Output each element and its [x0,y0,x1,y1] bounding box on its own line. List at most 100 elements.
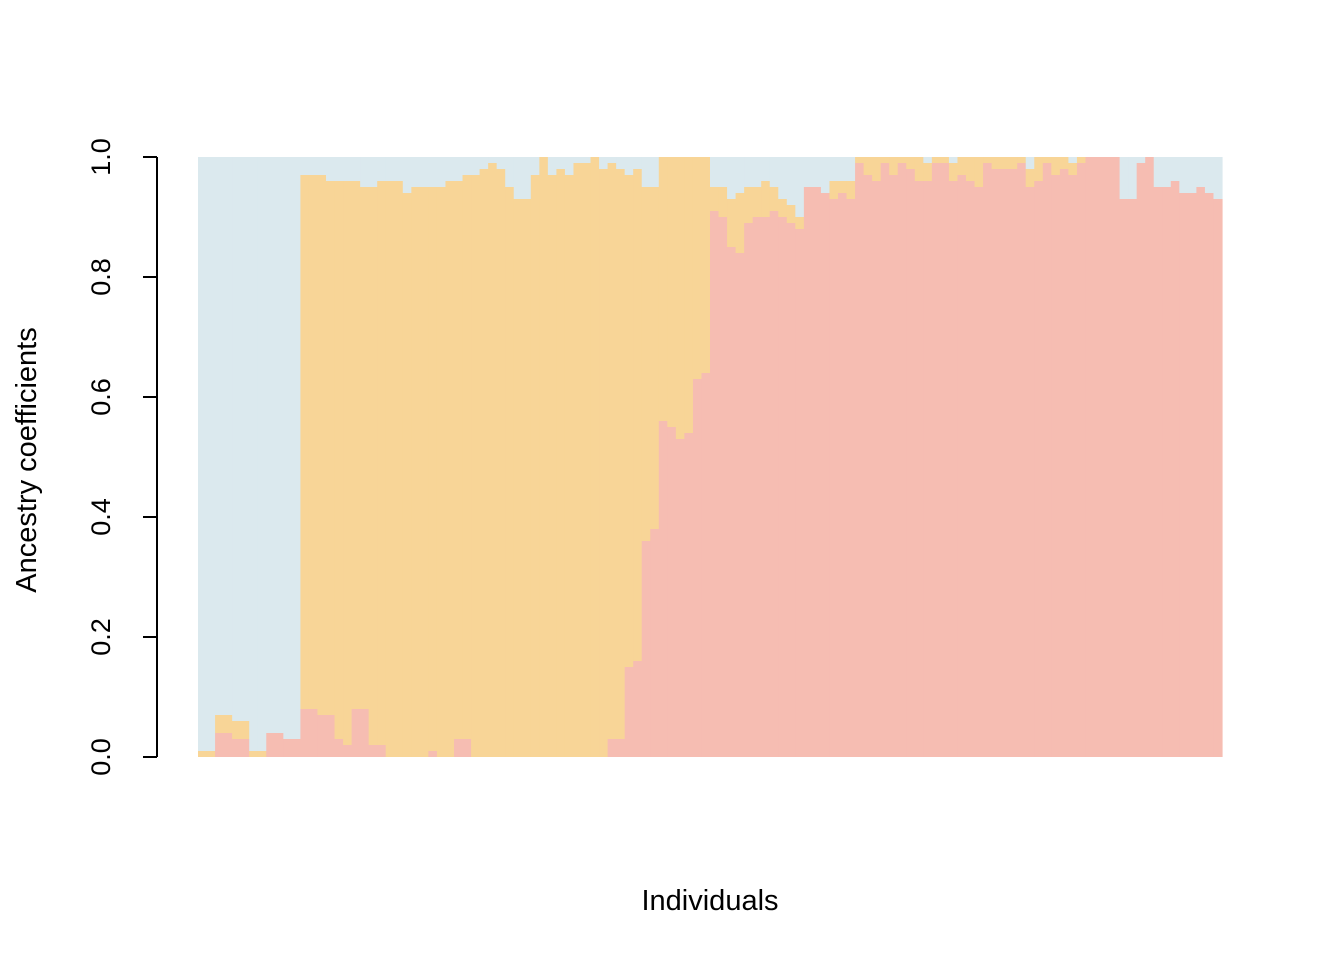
bar-segment-cluster-3 [624,157,634,175]
bar-segment-cluster-2 [974,157,984,187]
bar-segment-cluster-1 [1085,157,1095,757]
bar-segment-cluster-1 [786,223,796,757]
bar-segment-cluster-1 [650,529,660,757]
bar-segment-cluster-1 [735,253,745,757]
bar-segment-cluster-2 [846,181,856,199]
bar-segment-cluster-1 [334,739,344,757]
bar-segment-cluster-3 [308,157,319,175]
bar-segment-cluster-3 [616,157,626,169]
bar-segment-cluster-2 [522,199,532,757]
bar-segment-cluster-3 [761,157,771,181]
bar-segment-cluster-1 [633,661,643,757]
bar-segment-cluster-2 [940,157,950,163]
bar-segment-cluster-2 [402,193,412,757]
bar-segment-cluster-1 [616,739,626,757]
bar-segment-cluster-2 [829,181,839,199]
bar-segment-cluster-2 [735,193,745,253]
bar-segment-cluster-2 [889,157,899,175]
bar-segment-cluster-3 [556,157,566,169]
bar-segment-cluster-2 [744,187,754,223]
bar-segment-cluster-1 [923,181,933,757]
bar-segment-cluster-2 [394,181,404,757]
bar-segment-cluster-2 [684,157,694,433]
bar-segment-cluster-1 [872,181,882,757]
bar-segment-cluster-2 [727,199,737,247]
bar-segment-cluster-1 [1128,199,1138,757]
bar-segment-cluster-1 [769,211,779,757]
bar-segment-cluster-3 [505,157,515,187]
bar-segment-cluster-3 [300,157,310,175]
bar-segment-cluster-2 [308,175,319,709]
bar-segment-cluster-2 [223,715,233,733]
bar-segment-cluster-1 [889,175,899,757]
bar-segment-cluster-3 [394,157,404,181]
y-tick-label: 0.8 [86,258,116,296]
bar-segment-cluster-3 [266,157,276,733]
bar-segment-cluster-2 [701,157,711,373]
bar-segment-cluster-3 [573,157,583,163]
bar-segment-cluster-2 [692,157,703,379]
bar-segment-cluster-1 [1179,193,1189,757]
bar-segment-cluster-2 [966,157,976,181]
y-tick-label: 1.0 [86,138,116,176]
bar-segment-cluster-1 [1034,181,1044,757]
bar-segment-cluster-3 [710,157,720,187]
bar-segment-cluster-1 [761,217,771,757]
bar-segment-cluster-3 [1153,157,1163,187]
bar-segment-cluster-1 [1059,169,1069,757]
bar-segment-cluster-2 [710,187,720,211]
bar-segment-cluster-1 [240,739,250,757]
bar-segment-cluster-3 [1213,157,1223,199]
bar-segment-cluster-2 [769,187,779,211]
bar-segment-cluster-2 [650,187,660,529]
bar-segment-cluster-2 [326,181,336,715]
bar-segment-cluster-1 [215,733,225,757]
bar-segment-cluster-3 [377,157,387,181]
bar-segment-cluster-2 [573,163,583,757]
bar-segment-cluster-2 [872,157,882,181]
bar-segment-cluster-3 [650,157,660,187]
bar-segment-cluster-2 [641,187,651,541]
bar-segment-cluster-2 [633,169,643,661]
bar-segment-cluster-1 [1008,169,1018,757]
bar-segment-cluster-1 [1017,163,1027,757]
bar-segment-cluster-2 [855,157,865,163]
bar-segment-cluster-3 [846,157,856,181]
bar-segment-cluster-1 [1111,157,1121,757]
bar-segment-cluster-2 [564,175,575,757]
bar-segment-cluster-1 [718,217,728,757]
bar-segment-cluster-2 [590,157,600,757]
bar-segment-cluster-2 [215,715,225,733]
bar-segment-cluster-3 [718,157,728,187]
bar-segment-cluster-3 [1025,157,1035,169]
bar-segment-cluster-2 [428,187,438,751]
bar-segment-cluster-2 [1008,157,1018,169]
bar-segment-cluster-2 [539,157,549,757]
y-axis: 0.0 0.2 0.4 0.6 0.8 1.0 [86,138,158,776]
bar-segment-cluster-2 [931,157,941,163]
bar-segment-cluster-2 [479,169,489,757]
bar-segment-cluster-3 [752,157,762,187]
bar-segment-cluster-2 [360,187,370,709]
bar-segment-cluster-2 [880,157,890,163]
bar-segment-cluster-1 [1051,175,1061,757]
bar-segment-cluster-3 [803,157,813,187]
bar-segment-cluster-3 [411,157,421,187]
bar-segment-cluster-3 [479,157,489,169]
bar-segment-cluster-3 [385,157,395,181]
bar-segment-cluster-1 [624,667,634,757]
bar-segment-cluster-2 [317,175,327,715]
bar-segment-cluster-2 [599,169,609,757]
bar-segment-cluster-3 [744,157,754,187]
bar-segment-cluster-1 [931,163,941,757]
bar-segment-cluster-2 [445,181,455,757]
bar-segment-cluster-3 [948,157,959,163]
bar-segment-cluster-1 [1204,193,1215,757]
bar-segment-cluster-1 [1162,187,1172,757]
bar-segment-cluster-3 [641,157,651,187]
bar-segment-cluster-1 [308,709,319,757]
bar-segment-cluster-3 [326,157,336,181]
bar-segment-cluster-2 [761,181,771,217]
bar-segment-cluster-1 [675,439,685,757]
